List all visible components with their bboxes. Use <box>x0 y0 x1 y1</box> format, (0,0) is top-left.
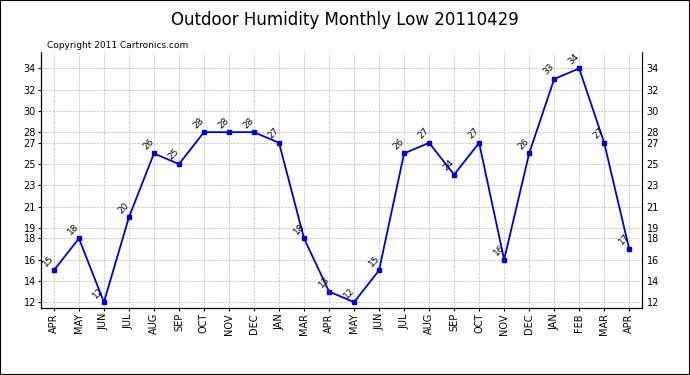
Text: 13: 13 <box>317 275 331 290</box>
Text: 12: 12 <box>342 286 356 300</box>
Text: 25: 25 <box>166 147 181 162</box>
Text: 16: 16 <box>492 243 506 258</box>
Text: 27: 27 <box>466 126 481 141</box>
Text: 28: 28 <box>192 116 206 130</box>
Text: 28: 28 <box>217 116 231 130</box>
Text: Copyright 2011 Cartronics.com: Copyright 2011 Cartronics.com <box>48 41 188 50</box>
Text: 24: 24 <box>442 158 456 172</box>
Text: 27: 27 <box>266 126 281 141</box>
Text: 33: 33 <box>542 62 556 77</box>
Text: 28: 28 <box>241 116 256 130</box>
Text: 18: 18 <box>66 222 81 236</box>
Text: 26: 26 <box>517 137 531 151</box>
Text: 20: 20 <box>117 201 131 215</box>
Text: 17: 17 <box>617 232 631 247</box>
Text: 18: 18 <box>292 222 306 236</box>
Text: 15: 15 <box>41 254 56 268</box>
Text: 26: 26 <box>392 137 406 151</box>
Text: 26: 26 <box>141 137 156 151</box>
Text: 27: 27 <box>417 126 431 141</box>
Text: Outdoor Humidity Monthly Low 20110429: Outdoor Humidity Monthly Low 20110429 <box>171 11 519 29</box>
Text: 12: 12 <box>92 286 106 300</box>
Text: 27: 27 <box>592 126 606 141</box>
Text: 34: 34 <box>566 52 581 66</box>
Text: 15: 15 <box>366 254 381 268</box>
